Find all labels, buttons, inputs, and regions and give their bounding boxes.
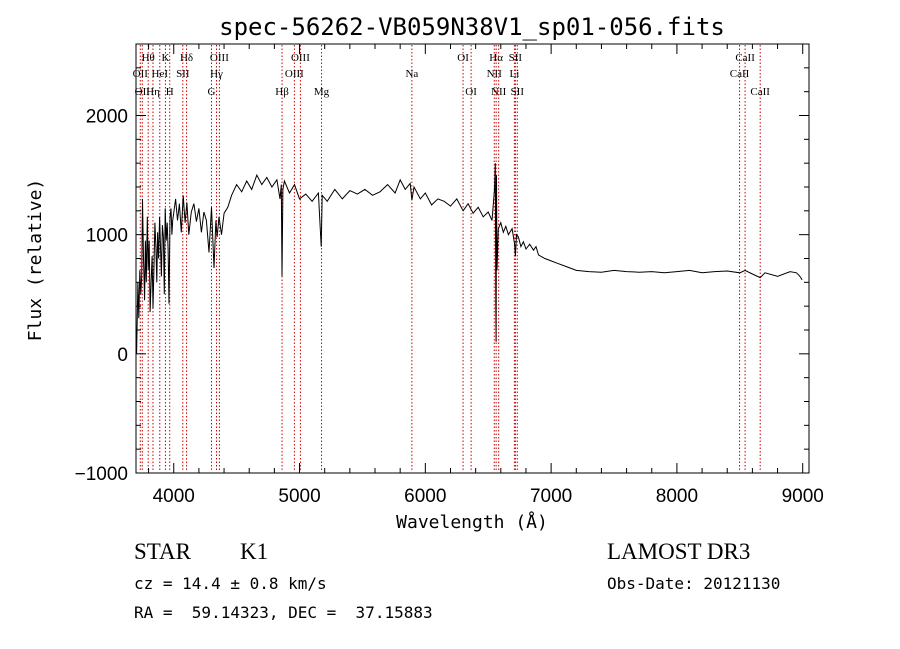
line-marker-label: SII: [176, 68, 190, 80]
line-marker-label: OII: [135, 86, 151, 98]
line-marker-label: Na: [405, 68, 418, 80]
redshift-value: cz = 14.4 ± 0.8 km/s: [134, 574, 327, 593]
line-marker-label: G: [208, 86, 216, 98]
coordinates: RA = 59.14323, DEC = 37.15883: [134, 603, 433, 622]
line-marker-label: SII: [511, 86, 525, 98]
line-marker-label: NII: [491, 86, 507, 98]
line-marker-label: Li: [509, 68, 519, 80]
line-marker-label: Hγ: [210, 68, 223, 80]
x-tick-label: 5000: [278, 486, 320, 507]
line-marker-label: CaII: [730, 68, 750, 80]
line-marker-label: OIII: [285, 68, 304, 80]
y-tick-label: 1000: [86, 226, 128, 247]
y-tick-label: 2000: [86, 107, 128, 128]
x-tick-label: 7000: [530, 486, 572, 507]
x-tick-label: 9000: [782, 486, 824, 507]
object-subclass: K1: [240, 539, 269, 564]
line-marker-label: CaII: [750, 86, 770, 98]
plot-frame: [135, 43, 810, 474]
x-tick-label: 8000: [656, 486, 698, 507]
y-tick-label: −1000: [75, 464, 128, 485]
line-markers: [139, 45, 761, 472]
chart-title: spec-56262-VB059N38V1_sp01-056.fits: [219, 13, 725, 41]
axis-tick-labels: 4000 5000 6000 7000 8000 9000 −1000 0 1000 2000: [75, 107, 824, 508]
x-axis-label: Wavelength (Å): [396, 511, 548, 533]
line-marker-label: SII: [509, 52, 523, 64]
axis-ticks: [136, 43, 809, 474]
line-marker-label: OIII: [291, 52, 310, 64]
observation-date: Obs-Date: 20121130: [607, 574, 781, 593]
x-tick-label: 4000: [153, 486, 195, 507]
line-marker-labels: OIIOIIHθHηHeIKHSIIHδGHγOIIIHβOIIIOIIIMgN…: [133, 52, 771, 98]
line-marker-label: OI: [465, 86, 477, 98]
y-tick-label: 0: [117, 345, 128, 366]
y-axis-label: Flux (relative): [25, 179, 46, 342]
line-marker-label: OI: [457, 52, 469, 64]
survey-name: LAMOST DR3: [607, 539, 751, 564]
line-marker-label: Hθ: [142, 52, 155, 64]
line-marker-label: OIII: [210, 52, 229, 64]
line-marker-label: Hα: [489, 52, 503, 64]
object-class: STAR: [134, 539, 191, 564]
line-marker-label: Mg: [314, 86, 330, 98]
line-marker-label: NII: [487, 68, 503, 80]
line-marker-label: HeI: [152, 68, 169, 80]
line-marker-label: Hη: [146, 86, 160, 98]
spectrum-line: [136, 163, 803, 354]
line-marker-label: Hδ: [180, 52, 193, 64]
line-marker-label: K: [161, 52, 169, 64]
line-marker-label: OII: [133, 68, 149, 80]
line-marker-label: CaII: [735, 52, 755, 64]
x-tick-label: 6000: [404, 486, 446, 507]
line-marker-label: Hβ: [275, 86, 289, 98]
line-marker-label: H: [166, 86, 174, 98]
